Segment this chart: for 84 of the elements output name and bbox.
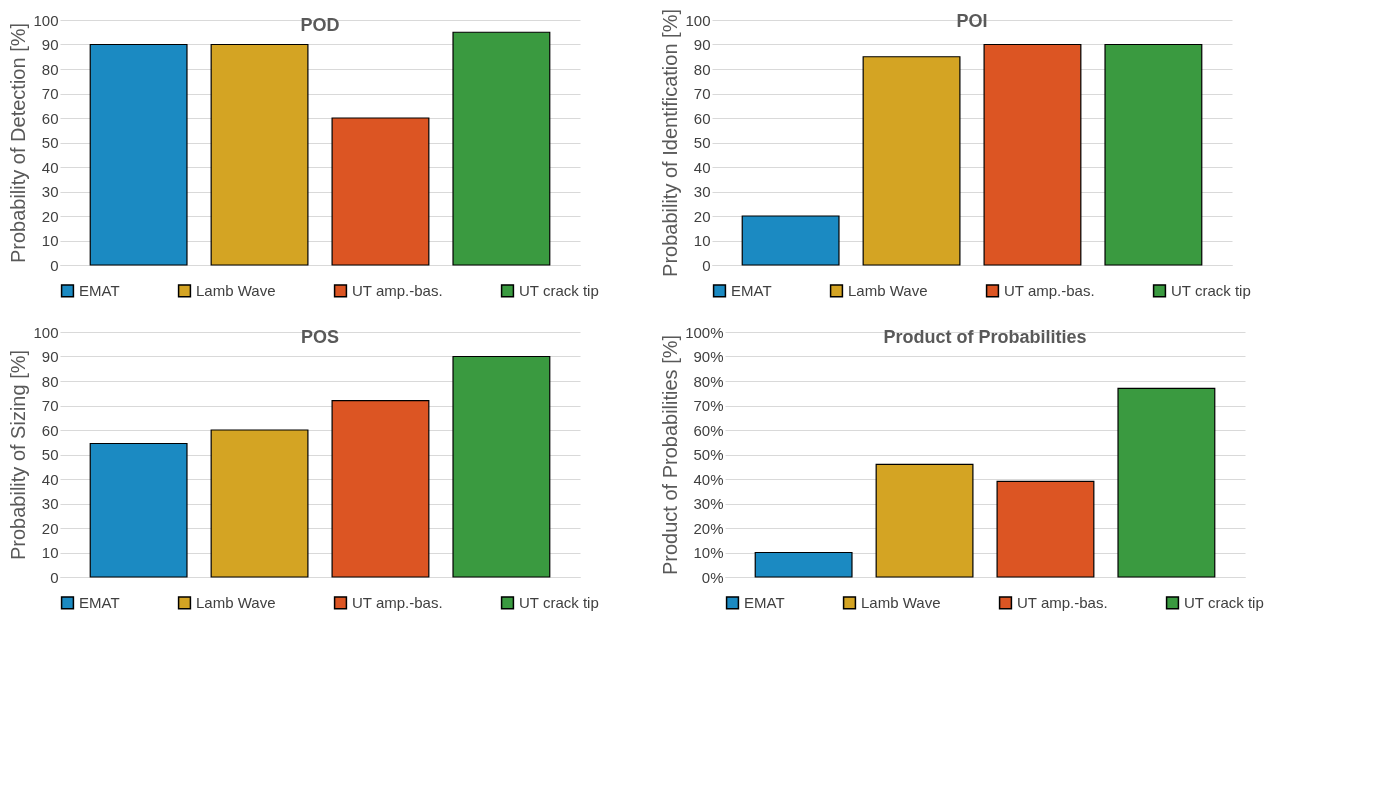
legend-label: Lamb Wave xyxy=(196,593,276,611)
y-tick-label: 100 xyxy=(33,11,59,29)
legend-label: EMAT xyxy=(731,281,772,299)
bar xyxy=(754,551,853,578)
y-tick-label: 30 xyxy=(693,183,711,200)
bar xyxy=(875,463,974,578)
y-tick-label: 30 xyxy=(41,495,59,512)
y-tick-label: 70% xyxy=(693,397,724,414)
y-tick-label: 100 xyxy=(33,323,59,341)
y-axis-title: Probability of Identification [%] xyxy=(659,9,682,277)
bar xyxy=(1104,43,1203,266)
y-tick-label: 100% xyxy=(685,323,724,341)
legend-label: UT crack tip xyxy=(519,281,599,299)
y-tick-label: 10 xyxy=(693,232,711,249)
bar xyxy=(983,43,1082,266)
bar xyxy=(452,355,551,578)
chart-title: POI xyxy=(956,10,988,31)
y-tick-label: 20 xyxy=(693,207,711,225)
legend-label: EMAT xyxy=(744,593,785,611)
y-tick-label: 70 xyxy=(41,85,59,102)
y-tick-label: 100 xyxy=(685,11,711,29)
y-tick-label: 60 xyxy=(41,109,59,127)
y-tick-label: 30 xyxy=(41,183,59,200)
y-tick-label: 90% xyxy=(693,348,724,365)
y-tick-label: 50 xyxy=(41,134,59,151)
bar xyxy=(210,429,309,578)
chart-title: POS xyxy=(300,327,340,347)
y-tick-label: 20 xyxy=(41,519,59,537)
bar xyxy=(1117,387,1216,578)
y-tick-label: 60 xyxy=(41,421,59,439)
legend-label: EMAT xyxy=(79,281,120,299)
y-tick-label: 0 xyxy=(702,256,711,274)
y-tick-label: 10% xyxy=(693,544,724,561)
y-tick-label: 40% xyxy=(693,470,724,488)
legend-label: UT amp.-bas. xyxy=(1017,593,1108,611)
y-tick-label: 90 xyxy=(41,348,59,365)
y-axis-title: Probability of Sizing [%] xyxy=(7,349,30,561)
bar xyxy=(210,43,309,266)
y-tick-label: 50 xyxy=(41,446,59,463)
y-tick-label: 80% xyxy=(693,372,724,390)
y-tick-label: 40 xyxy=(693,158,711,176)
legend-label: Lamb Wave xyxy=(848,281,928,299)
y-tick-label: 80 xyxy=(41,372,59,390)
bar xyxy=(89,43,188,266)
y-tick-label: 10 xyxy=(41,232,59,249)
legend-label: UT crack tip xyxy=(519,593,599,611)
y-tick-label: 30% xyxy=(693,495,724,512)
y-tick-label: 80 xyxy=(693,60,711,78)
chart-title: POD xyxy=(300,15,340,35)
legend-label: UT crack tip xyxy=(1171,281,1251,299)
y-axis-title: Product of Probabilities [%] xyxy=(659,334,682,576)
legend-label: UT amp.-bas. xyxy=(352,281,443,299)
y-tick-label: 10 xyxy=(41,544,59,561)
y-tick-label: 80 xyxy=(41,60,59,78)
chart-title: Product of Probabilities xyxy=(883,327,1087,347)
legend-label: Lamb Wave xyxy=(196,281,276,299)
bar xyxy=(331,400,430,578)
y-tick-label: 90 xyxy=(693,36,711,53)
y-tick-label: 60% xyxy=(693,421,724,439)
legend-label: UT amp.-bas. xyxy=(1004,281,1095,299)
bar xyxy=(741,215,840,266)
legend-label: Lamb Wave xyxy=(861,593,941,611)
y-tick-label: 20 xyxy=(41,207,59,225)
y-tick-label: 0% xyxy=(701,568,724,586)
y-tick-label: 20% xyxy=(693,519,724,537)
y-tick-label: 0 xyxy=(50,256,59,274)
bar xyxy=(89,442,188,578)
legend-label: EMAT xyxy=(79,593,120,611)
y-tick-label: 40 xyxy=(41,470,59,488)
y-tick-label: 50% xyxy=(693,446,724,463)
y-tick-label: 70 xyxy=(693,85,711,102)
y-tick-label: 60 xyxy=(693,109,711,127)
bar xyxy=(331,117,430,266)
y-tick-label: 70 xyxy=(41,397,59,414)
bar xyxy=(452,31,551,266)
y-tick-label: 90 xyxy=(41,36,59,53)
y-tick-label: 40 xyxy=(41,158,59,176)
y-axis-title: Probability of Detection [%] xyxy=(7,22,30,264)
bar xyxy=(996,480,1095,578)
legend-label: UT crack tip xyxy=(1184,593,1264,611)
y-tick-label: 0 xyxy=(50,568,59,586)
bar xyxy=(862,56,961,266)
y-tick-label: 50 xyxy=(693,134,711,151)
legend-label: UT amp.-bas. xyxy=(352,593,443,611)
